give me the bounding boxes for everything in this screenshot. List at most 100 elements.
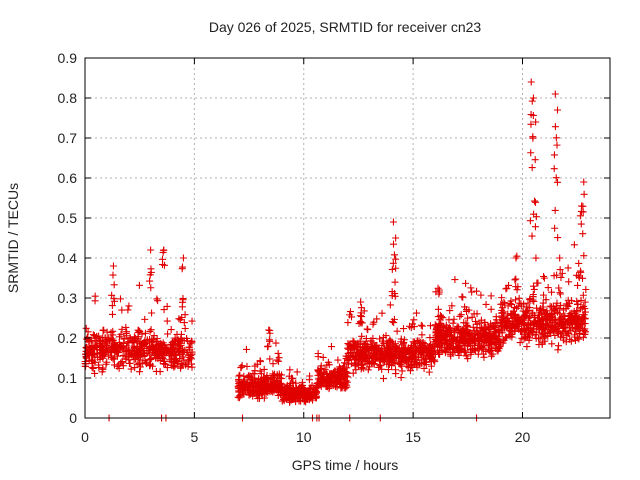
data-point — [145, 342, 153, 350]
data-point — [110, 361, 118, 369]
data-point — [501, 322, 509, 330]
data-point — [237, 364, 245, 372]
data-point — [556, 266, 564, 274]
data-point — [251, 362, 259, 370]
data-point — [500, 299, 508, 307]
data-point — [455, 351, 463, 359]
data-point — [568, 309, 576, 317]
data-point — [469, 337, 477, 345]
data-point — [256, 367, 264, 375]
data-point — [391, 278, 399, 286]
data-point — [89, 364, 97, 372]
data-point — [136, 339, 144, 347]
data-point — [312, 388, 320, 396]
data-point — [435, 288, 443, 296]
data-point — [420, 364, 428, 372]
data-point — [431, 358, 439, 366]
data-point — [153, 295, 161, 303]
data-point — [550, 165, 558, 173]
data-point — [350, 338, 358, 346]
data-point — [160, 360, 168, 368]
data-point — [574, 323, 582, 331]
data-point — [109, 271, 117, 279]
data-point — [551, 224, 559, 232]
data-point — [166, 356, 174, 364]
data-point — [566, 324, 574, 332]
data-point — [392, 264, 400, 272]
data-point — [564, 301, 572, 309]
data-point — [510, 304, 518, 312]
data-point — [364, 326, 372, 334]
data-point — [544, 284, 552, 292]
data-point — [163, 317, 171, 325]
data-point — [105, 337, 113, 345]
data-point — [482, 329, 490, 337]
data-point — [358, 332, 366, 340]
data-point — [512, 254, 520, 262]
data-point — [478, 325, 486, 333]
data-point — [346, 343, 354, 351]
data-point — [575, 259, 583, 267]
data-point — [405, 363, 413, 371]
data-point — [492, 339, 500, 347]
data-point — [160, 246, 168, 254]
data-point — [147, 354, 155, 362]
data-point — [436, 330, 444, 338]
data-point — [391, 290, 399, 298]
data-point — [526, 217, 534, 225]
x-tick-label: 10 — [296, 429, 312, 445]
data-point — [582, 285, 590, 293]
data-point — [260, 365, 268, 373]
data-point — [579, 291, 587, 299]
data-point — [334, 356, 342, 364]
data-point — [521, 313, 529, 321]
data-point — [133, 343, 141, 351]
data-point — [518, 327, 526, 335]
data-point — [303, 395, 311, 403]
data-point — [555, 342, 563, 350]
data-point — [456, 329, 464, 337]
data-point — [146, 351, 154, 359]
data-point — [347, 353, 355, 361]
data-point — [487, 352, 495, 360]
y-tick-label: 0.4 — [58, 250, 78, 266]
data-point — [188, 317, 196, 325]
data-point — [245, 387, 253, 395]
y-tick-label: 0.9 — [58, 50, 78, 66]
y-tick-label: 0.8 — [58, 90, 78, 106]
data-point — [434, 338, 442, 346]
data-point — [341, 359, 349, 367]
data-point — [237, 391, 245, 399]
data-point — [101, 348, 109, 356]
data-point — [168, 361, 176, 369]
data-point — [321, 366, 329, 374]
y-tick-label: 0.2 — [58, 330, 78, 346]
data-point — [531, 223, 539, 231]
data-point — [509, 307, 517, 315]
data-point — [487, 292, 495, 300]
y-tick-label: 0.6 — [58, 170, 78, 186]
data-point — [179, 295, 187, 303]
data-point — [529, 282, 537, 290]
data-point — [561, 312, 569, 320]
data-point — [126, 350, 134, 358]
data-point — [462, 279, 470, 287]
data-point — [129, 351, 137, 359]
data-point — [163, 302, 171, 310]
data-point — [577, 268, 585, 276]
data-point — [527, 120, 535, 128]
data-point — [467, 284, 475, 292]
data-point — [358, 313, 366, 321]
data-point — [480, 353, 488, 361]
data-point — [272, 339, 280, 347]
data-point — [435, 348, 443, 356]
data-point — [525, 321, 533, 329]
x-tick-label: 15 — [405, 429, 421, 445]
data-point — [556, 289, 564, 297]
data-point — [452, 326, 460, 334]
data-point — [464, 342, 472, 350]
data-point — [177, 330, 185, 338]
data-point — [288, 396, 296, 404]
data-point — [479, 350, 487, 358]
